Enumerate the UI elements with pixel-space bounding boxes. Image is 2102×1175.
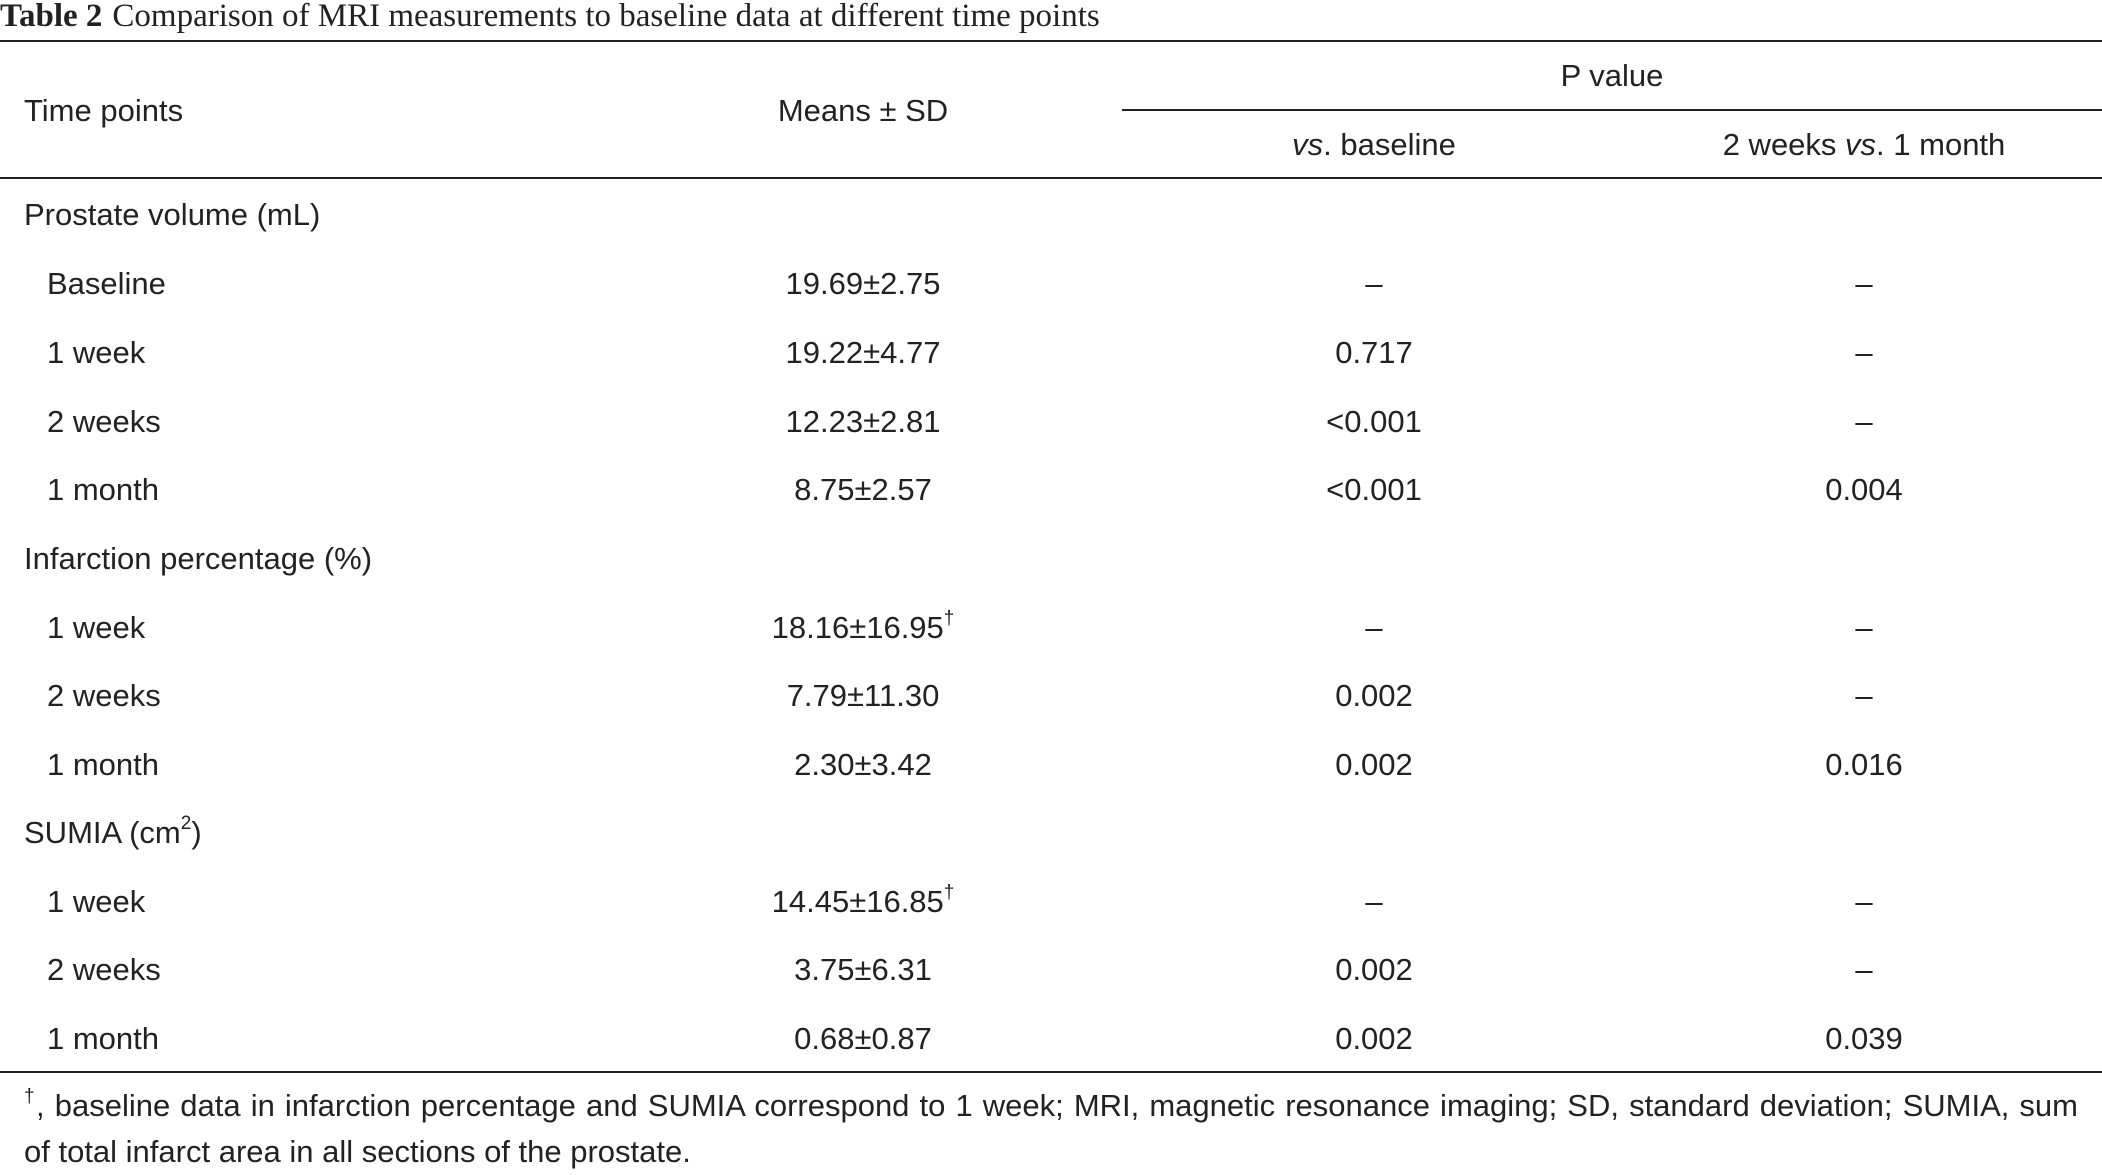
2w-vs-1m-cell: 0.016 (1825, 747, 1903, 782)
2w-vs-1m-cell: – (1855, 610, 1873, 645)
table-row: 2 weeks 3.75±6.31 0.002 – (0, 936, 2102, 1005)
2w-vs-1m-cell: – (1855, 884, 1873, 919)
header-p-value: P value (1560, 58, 1664, 93)
mean-cell: 19.22±4.77 (785, 335, 941, 370)
footnote-marker: † (24, 1085, 37, 1107)
header-2w-post: . 1 month (1876, 127, 2006, 162)
mean-value: 18.16±16.95 (771, 610, 944, 645)
table-row: 2 weeks 12.23±2.81 <0.001 – (0, 388, 2102, 457)
time-cell: 1 month (47, 472, 160, 507)
vs-baseline-cell: 0.002 (1335, 678, 1413, 713)
group-label-pre: SUMIA (cm (24, 815, 181, 850)
time-cell: Baseline (47, 266, 166, 301)
header-vs-baseline: vs. baseline (1174, 125, 1574, 165)
vs-baseline-cell: 0.717 (1335, 335, 1413, 370)
vs-baseline-cell: – (1365, 610, 1383, 645)
time-cell: 1 week (47, 335, 146, 370)
group-row-infarction-percentage: Infarction percentage (%) (0, 525, 2102, 594)
group-label: Prostate volume (mL) (24, 197, 321, 232)
vs-baseline-cell: 0.002 (1335, 952, 1413, 987)
table-row: 1 week 18.16±16.95† – – (0, 594, 2102, 663)
dagger-mark: † (943, 881, 955, 903)
time-cell: 1 week (47, 610, 146, 645)
2w-vs-1m-cell: – (1855, 335, 1873, 370)
time-cell: 2 weeks (47, 952, 161, 987)
header-2-weeks-vs-1-month: 2 weeks vs. 1 month (1664, 125, 2064, 165)
time-cell: 2 weeks (47, 678, 161, 713)
mean-cell: 2.30±3.42 (794, 747, 932, 782)
table-caption-text: Comparison of MRI measurements to baseli… (112, 0, 1100, 34)
vs-baseline-cell: – (1365, 266, 1383, 301)
dagger-mark: † (943, 607, 955, 629)
table-bottom-rule (0, 1071, 2102, 1073)
2w-vs-1m-cell: – (1855, 266, 1873, 301)
time-cell: 1 week (47, 884, 146, 919)
table-caption: Table 2 Comparison of MRI measurements to… (0, 0, 1100, 36)
table-row: 1 month 8.75±2.57 <0.001 0.004 (0, 456, 2102, 525)
mean-value: 14.45±16.85 (771, 884, 944, 919)
vs-baseline-cell: 0.002 (1335, 1021, 1413, 1056)
2w-vs-1m-cell: 0.004 (1825, 472, 1903, 507)
group-label-superscript: 2 (180, 812, 192, 834)
header-vs-rest: . baseline (1323, 127, 1456, 162)
table-row: 1 week 19.22±4.77 0.717 – (0, 319, 2102, 388)
table-footnote: †, baseline data in infarction percentag… (24, 1083, 2078, 1175)
header-2w-vs-italic: vs (1845, 127, 1877, 162)
group-label-post: ) (191, 815, 202, 850)
2w-vs-1m-cell: – (1855, 952, 1873, 987)
2w-vs-1m-cell: – (1855, 404, 1873, 439)
mean-cell: 12.23±2.81 (785, 404, 941, 439)
vs-baseline-cell: – (1365, 884, 1383, 919)
mean-cell: 0.68±0.87 (794, 1021, 932, 1056)
mean-cell: 7.79±11.30 (786, 678, 940, 713)
group-label: Infarction percentage (%) (24, 541, 373, 576)
group-row-prostate-volume: Prostate volume (mL) (0, 181, 2102, 250)
vs-baseline-cell: <0.001 (1326, 472, 1422, 507)
table-row: 1 month 0.68±0.87 0.002 0.039 (0, 1005, 2102, 1074)
mean-cell: 14.45±16.85† (615, 882, 1111, 922)
table-header-rule (0, 177, 2102, 179)
header-vs-italic: vs (1292, 127, 1324, 162)
table-row: Baseline 19.69±2.75 – – (0, 250, 2102, 319)
p-value-subheader-rule (1122, 109, 2102, 111)
table-row: 1 month 2.30±3.42 0.002 0.016 (0, 731, 2102, 800)
header-2w-pre: 2 weeks (1722, 127, 1846, 162)
header-time-points: Time points (24, 93, 184, 128)
mean-cell: 8.75±2.57 (794, 472, 932, 507)
vs-baseline-cell: 0.002 (1335, 747, 1413, 782)
group-row-sumia: SUMIA (cm2) (0, 799, 2102, 868)
mean-cell: 19.69±2.75 (785, 266, 941, 301)
group-label: SUMIA (cm2) (24, 813, 202, 853)
time-cell: 1 month (47, 747, 160, 782)
header-means-sd: Means ± SD (777, 93, 949, 128)
time-cell: 2 weeks (47, 404, 161, 439)
table-top-rule (0, 40, 2102, 42)
table-caption-label: Table 2 (0, 0, 103, 34)
table-row: 2 weeks 7.79±11.30 0.002 – (0, 662, 2102, 731)
mean-cell: 18.16±16.95† (615, 608, 1111, 648)
2w-vs-1m-cell: – (1855, 678, 1873, 713)
vs-baseline-cell: <0.001 (1326, 404, 1422, 439)
time-cell: 1 month (47, 1021, 160, 1056)
footnote-text: , baseline data in infarction percentage… (24, 1088, 2079, 1169)
table-row: 1 week 14.45±16.85† – – (0, 868, 2102, 937)
mean-cell: 3.75±6.31 (794, 952, 932, 987)
2w-vs-1m-cell: 0.039 (1825, 1021, 1903, 1056)
